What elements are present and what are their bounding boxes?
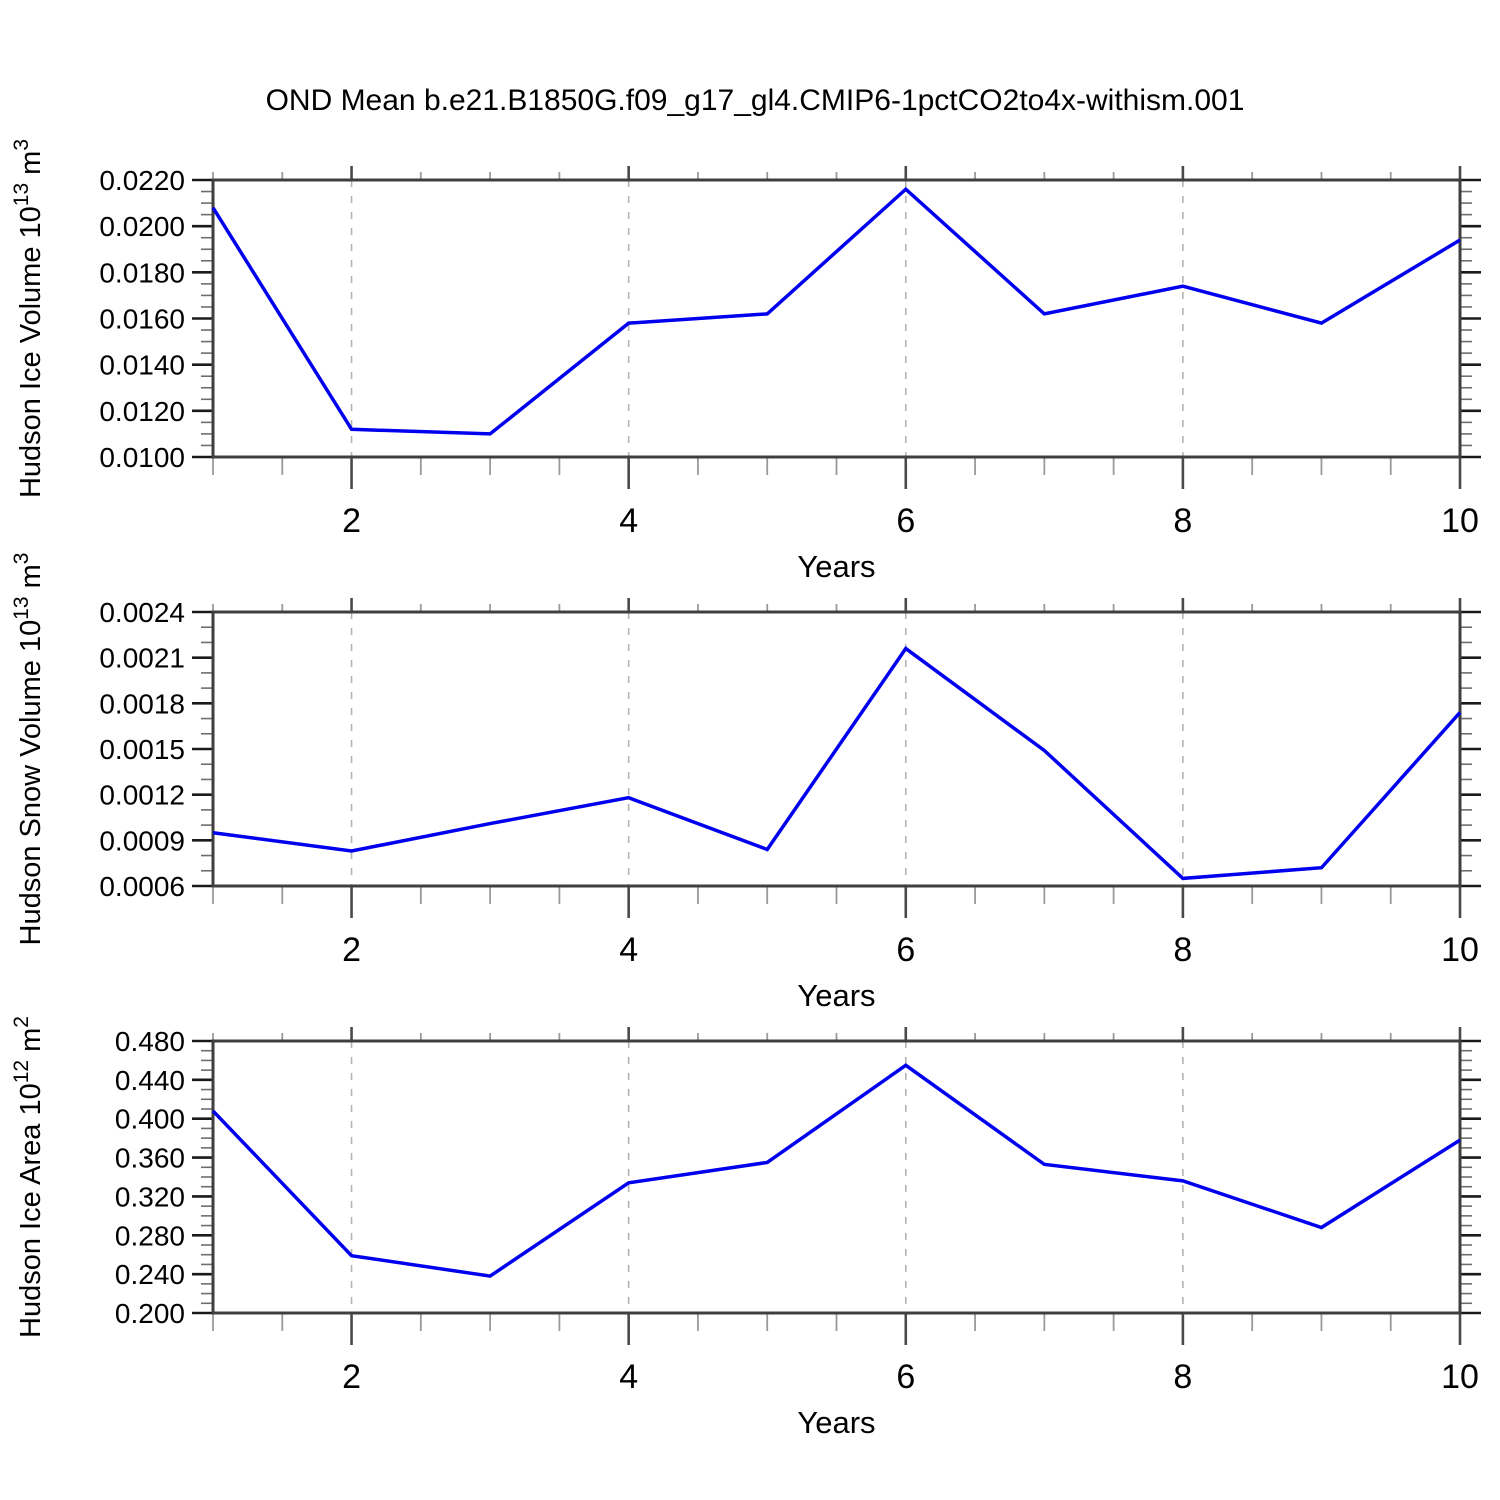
y-tick-label: 0.320: [115, 1181, 185, 1212]
y-axis-label: Hudson Snow Volume 1013 m3: [10, 553, 47, 946]
y-axis-label: Hudson Ice Area 1012 m2: [10, 1016, 47, 1338]
hudson-ice-area-chart: 0.200 0.240 0.280 0.320 0.360 0.400 0.440 0.480…: [10, 1016, 1481, 1440]
x-tick-label: 10: [1441, 1358, 1479, 1396]
x-tick-label: 2: [342, 1358, 361, 1396]
y-tick-label: 0.0100: [99, 442, 185, 473]
x-tick-label: 8: [1173, 1358, 1192, 1396]
x-tick-label: 4: [619, 1358, 638, 1396]
y-axis-label: Hudson Ice Volume 1013 m3: [10, 139, 47, 498]
y-tick-label: 0.360: [115, 1143, 185, 1174]
plot-frame: [211, 1039, 1462, 1315]
y-tick-label: 0.440: [115, 1065, 185, 1096]
y-tick-label: 0.0009: [99, 825, 185, 856]
x-tick-label: 6: [896, 931, 915, 969]
y-tick-label: 0.0012: [99, 780, 185, 811]
y-tick-label: 0.0021: [99, 643, 185, 674]
x-tick-label: 8: [1173, 931, 1192, 969]
x-tick-label: 10: [1441, 931, 1479, 969]
hudson-ice-volume-chart: 0.0100 0.0120 0.0140 0.0160 0.0180 0.0200 0.02…: [10, 139, 1481, 584]
y-tick-label: 0.280: [115, 1220, 185, 1251]
y-tick-label: 0.0120: [99, 396, 185, 427]
data-line: [212, 646, 1462, 881]
y-tick-label: 0.0160: [99, 304, 185, 335]
x-axis-label: Years: [797, 978, 875, 1013]
y-tick-label: 0.400: [115, 1104, 185, 1135]
figure-title: OND Mean b.e21.B1850G.f09_g17_gl4.CMIP6-…: [265, 84, 1245, 117]
y-tick-label: 0.0140: [99, 350, 185, 381]
data-line: [211, 186, 1461, 436]
y-tick-label: 0.0015: [99, 734, 185, 765]
x-tick-label: 8: [1173, 502, 1192, 540]
y-tick-label: 0.200: [115, 1298, 185, 1329]
y-tick-label: 0.0180: [99, 257, 185, 288]
x-tick-label: 4: [619, 502, 638, 540]
hudson-snow-volume-chart: 0.0006 0.0009 0.0012 0.0015 0.0018 0.0021 0.00…: [10, 553, 1481, 1013]
plot-frame: [211, 610, 1462, 888]
y-tick-label: 0.0006: [99, 871, 185, 902]
y-tick-label: 0.0200: [99, 211, 185, 242]
x-tick-label: 10: [1441, 502, 1479, 540]
x-tick-label: 4: [619, 931, 638, 969]
y-tick-label: 0.0018: [99, 688, 185, 719]
y-tick-label: 0.0024: [99, 597, 185, 628]
x-axis-label: Years: [797, 549, 875, 584]
x-tick-label: 6: [896, 502, 915, 540]
x-axis-label: Years: [797, 1405, 875, 1440]
x-tick-label: 2: [342, 931, 361, 969]
x-tick-label: 2: [342, 502, 361, 540]
x-tick-label: 6: [896, 1358, 915, 1396]
plot-frame: [211, 178, 1462, 459]
data-line: [211, 1063, 1461, 1278]
y-tick-label: 0.0220: [99, 165, 185, 196]
y-tick-label: 0.240: [115, 1259, 185, 1290]
y-tick-label: 0.480: [115, 1026, 185, 1057]
